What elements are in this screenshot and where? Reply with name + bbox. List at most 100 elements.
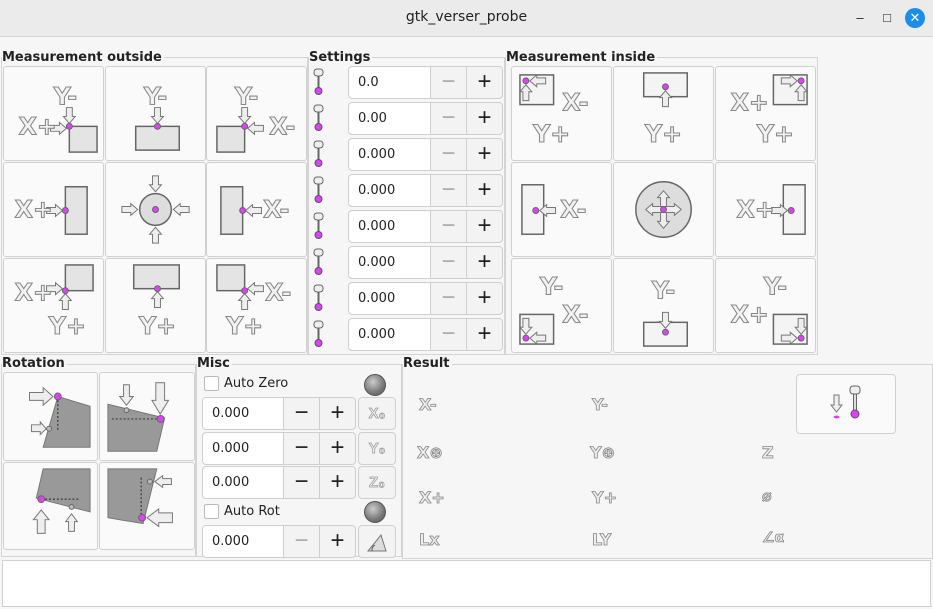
auto-rot-checkbox[interactable]: Auto Rot (204, 504, 280, 519)
arrow-icon (246, 281, 264, 296)
auto-rot-box[interactable] (204, 504, 219, 519)
settings-increment-button[interactable]: + (467, 210, 503, 243)
measure-outside-button-2[interactable]: Y- (105, 66, 206, 161)
measurement-inside-frame (505, 57, 818, 355)
y-offset-increment-button[interactable]: + (320, 432, 356, 465)
set-z-zero-button[interactable]: Z₀ (358, 466, 396, 499)
set-x-zero-button[interactable]: X₀ (358, 397, 396, 430)
rotation-title: Rotation (2, 356, 67, 371)
settings-decrement-button[interactable]: − (431, 102, 467, 135)
measure-inside-axis-label: X- (562, 300, 588, 328)
set-y-zero-button[interactable]: Y₀ (358, 432, 396, 465)
auto-rot-led-icon (364, 501, 386, 523)
probe-down-button[interactable] (796, 374, 896, 434)
settings-increment-button[interactable]: + (467, 282, 503, 315)
measure-outside-button-3[interactable]: Y- X- (206, 66, 307, 161)
measure-outside-button-6[interactable]: X- (206, 162, 307, 257)
rotation-value-input[interactable]: 0.000 (202, 525, 284, 558)
arrow-icon (150, 107, 165, 125)
close-button[interactable]: ✕ (905, 8, 925, 28)
measure-outside-axis-label: Y- (53, 83, 78, 111)
settings-row: 0.000 − + (310, 210, 503, 243)
settings-increment-button[interactable]: + (467, 102, 503, 135)
measure-outside-button-4[interactable]: X+ (3, 162, 104, 257)
measure-outside-button-1[interactable]: Y- X+ (3, 66, 104, 161)
settings-value-input[interactable]: 0.00 (348, 102, 431, 135)
settings-decrement-button[interactable]: − (431, 174, 467, 207)
rotation-bottom-right-button[interactable] (99, 462, 195, 550)
settings-row: 0.000 − + (310, 282, 503, 315)
measure-inside-button-8[interactable]: Y- (613, 258, 714, 353)
settings-decrement-button[interactable]: − (431, 66, 467, 99)
measurement-outside-title: Measurement outside (2, 50, 164, 65)
measure-inside-button-6[interactable]: X+ (715, 162, 816, 257)
y-offset-row: 0.000 − + (202, 432, 356, 465)
settings-decrement-button[interactable]: − (431, 318, 467, 351)
arrow-icon (658, 89, 673, 108)
measure-inside-button-5[interactable] (613, 162, 714, 257)
measure-outside-button-5[interactable] (105, 162, 206, 257)
settings-increment-button[interactable]: + (467, 246, 503, 279)
arrow-icon (770, 203, 789, 218)
rotation-top-right-button[interactable] (99, 372, 195, 461)
measure-inside-button-3[interactable]: X+ Y+ (715, 66, 816, 161)
z-offset-increment-button[interactable]: + (320, 466, 356, 499)
arrow-icon (518, 317, 533, 335)
rotation-left-top-button[interactable] (3, 372, 98, 461)
arrow-icon (148, 226, 163, 244)
settings-increment-button[interactable]: + (467, 66, 503, 99)
status-area (2, 560, 931, 607)
measure-outside-button-7[interactable]: X+ Y+ (3, 258, 104, 353)
rotation-increment-button[interactable]: + (320, 525, 356, 558)
settings-decrement-button[interactable]: − (431, 210, 467, 243)
angle-icon (366, 533, 387, 552)
settings-value-input[interactable]: 0.000 (348, 318, 431, 351)
measure-inside-button-2[interactable]: Y+ (613, 66, 714, 161)
rotation-bottom-left-button[interactable] (3, 462, 98, 550)
arrow-icon (780, 73, 798, 88)
measure-inside-button-7[interactable]: Y- X- (511, 258, 612, 353)
auto-zero-checkbox[interactable]: Auto Zero (204, 376, 288, 391)
auto-zero-box[interactable] (204, 376, 219, 391)
x-offset-input[interactable]: 0.000 (202, 397, 284, 430)
probe-down-icon (829, 385, 861, 419)
measure-outside-axis-label: X- (263, 195, 289, 223)
settings-decrement-button[interactable]: − (431, 138, 467, 171)
set-rotation-button[interactable] (358, 525, 396, 558)
arrow-icon (46, 281, 64, 296)
settings-increment-button[interactable]: + (467, 318, 503, 351)
settings-value-input[interactable]: 0.0 (348, 66, 431, 99)
measure-outside-button-9[interactable]: X- Y+ (206, 258, 307, 353)
measure-outside-axis-label: X- (269, 112, 295, 140)
edge-width-icon (310, 282, 348, 315)
z-offset-decrement-button[interactable]: − (284, 466, 320, 499)
x-offset-decrement-button[interactable]: − (284, 397, 320, 430)
result-y-plus: Y+ (592, 488, 618, 508)
measure-outside-button-8[interactable]: Y+ (105, 258, 206, 353)
result-diameter: ⌀ (762, 486, 772, 506)
measure-inside-button-4[interactable]: X- (511, 162, 612, 257)
rotation-decrement-button[interactable]: − (284, 525, 320, 558)
settings-value-input[interactable]: 0.000 (348, 246, 431, 279)
settings-value-input[interactable]: 0.000 (348, 138, 431, 171)
arrow-icon (780, 331, 798, 346)
z-offset-input[interactable]: 0.000 (202, 466, 284, 499)
result-y-center: Y⊕ (590, 443, 616, 463)
settings-decrement-button[interactable]: − (431, 246, 467, 279)
maximize-button[interactable]: □ (883, 10, 891, 25)
measure-inside-button-1[interactable]: X- Y+ (511, 66, 612, 161)
settings-decrement-button[interactable]: − (431, 282, 467, 315)
minimize-button[interactable]: – (856, 10, 864, 25)
settings-value-input[interactable]: 0.000 (348, 282, 431, 315)
measure-inside-button-9[interactable]: Y- X+ (715, 258, 816, 353)
x-offset-increment-button[interactable]: + (320, 397, 356, 430)
settings-value-input[interactable]: 0.000 (348, 174, 431, 207)
y-offset-decrement-button[interactable]: − (284, 432, 320, 465)
settings-increment-button[interactable]: + (467, 174, 503, 207)
measure-inside-axis-label: Y- (651, 277, 676, 305)
measure-inside-axis-label: X- (562, 89, 588, 117)
settings-increment-button[interactable]: + (467, 138, 503, 171)
settings-value-input[interactable]: 0.000 (348, 210, 431, 243)
y-offset-input[interactable]: 0.000 (202, 432, 284, 465)
arrow-icon (246, 121, 264, 136)
